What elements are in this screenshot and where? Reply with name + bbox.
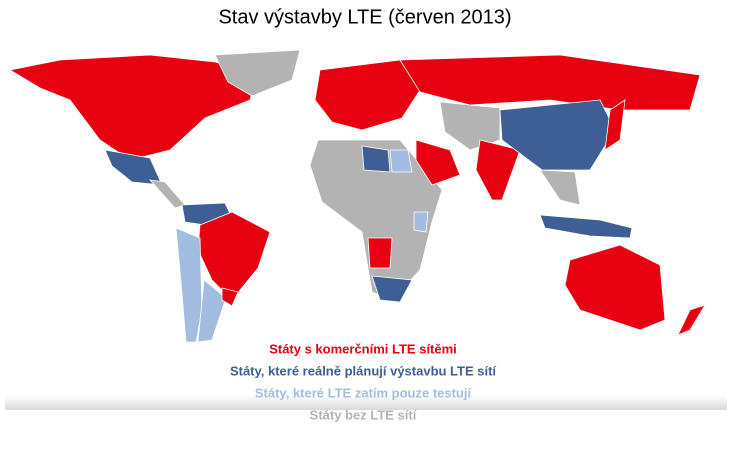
australia <box>564 244 666 331</box>
uruguay <box>221 287 239 307</box>
world-map <box>8 49 706 343</box>
legend: Státy s komerčními LTE sítěmi Státy, kte… <box>230 341 496 422</box>
north-america <box>8 54 259 161</box>
indonesia <box>539 214 633 239</box>
legend-label: Státy s komerčními LTE sítěmi <box>269 341 457 356</box>
southern-africa <box>371 275 413 303</box>
southeast-asia <box>539 169 581 206</box>
central-america <box>148 179 186 209</box>
angola <box>367 237 393 269</box>
libya <box>361 145 391 173</box>
western-south-america <box>175 227 203 343</box>
map-title: Stav výstavby LTE (červen 2013) <box>218 6 511 28</box>
legend-label: Státy bez LTE sítí <box>310 407 417 422</box>
japan <box>604 99 626 151</box>
europe <box>314 59 421 131</box>
egypt <box>389 149 413 173</box>
argentina <box>197 279 227 343</box>
new-zealand <box>677 304 706 336</box>
mexico <box>104 149 163 186</box>
kenya <box>413 211 429 233</box>
saudi-arabia <box>415 139 461 186</box>
legend-label: Státy, které LTE zatím pouze testují <box>255 385 472 400</box>
russia <box>399 54 701 111</box>
china <box>499 99 616 171</box>
greenland <box>214 49 301 97</box>
antarctica <box>5 395 727 410</box>
legend-label: Státy, které reálně plánují výstavbu LTE… <box>230 363 496 378</box>
